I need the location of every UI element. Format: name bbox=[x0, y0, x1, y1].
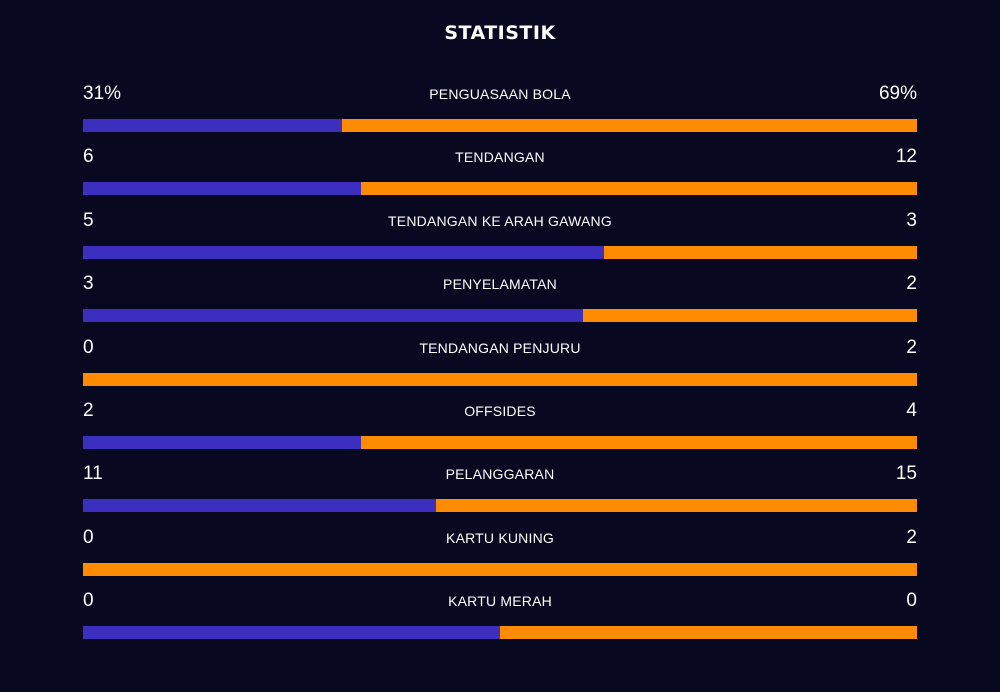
stat-header: 11 PELANGGARAN 15 bbox=[83, 460, 917, 488]
comparison-bar bbox=[83, 182, 917, 196]
stats-title: STATISTIK bbox=[444, 22, 556, 44]
comparison-bar bbox=[83, 499, 917, 513]
stat-header: 2 OFFSIDES 4 bbox=[83, 397, 917, 425]
stat-row-possession: 31% PENGUASAAN BOLA 69% bbox=[83, 80, 917, 143]
comparison-bar bbox=[83, 562, 917, 576]
home-bar bbox=[83, 182, 361, 196]
away-bar bbox=[83, 563, 917, 576]
stat-header: 6 TENDANGAN 12 bbox=[83, 143, 917, 171]
away-value: 0 bbox=[906, 590, 917, 612]
away-bar bbox=[361, 182, 917, 195]
away-value: 2 bbox=[906, 526, 917, 548]
stat-row-offsides: 2 OFFSIDES 4 bbox=[83, 397, 917, 460]
stat-header: 0 KARTU MERAH 0 bbox=[83, 587, 917, 615]
away-value: 3 bbox=[906, 209, 917, 231]
stat-row-red-cards: 0 KARTU MERAH 0 bbox=[83, 587, 917, 650]
stat-label: PELANGGARAN bbox=[445, 466, 555, 483]
home-value: 0 bbox=[83, 526, 94, 548]
home-bar bbox=[83, 309, 584, 323]
away-bar bbox=[500, 626, 917, 639]
stat-row-corners: 0 TENDANGAN PENJURU 2 bbox=[83, 334, 917, 397]
comparison-bar bbox=[83, 119, 917, 132]
away-value: 12 bbox=[895, 146, 917, 168]
home-value: 31% bbox=[83, 83, 122, 104]
comparison-bar bbox=[83, 626, 917, 640]
home-bar bbox=[83, 245, 605, 259]
stat-label: TENDANGAN KE ARAH GAWANG bbox=[388, 212, 612, 229]
stat-label: TENDANGAN bbox=[455, 149, 545, 166]
stat-label: OFFSIDES bbox=[464, 402, 536, 419]
away-bar bbox=[83, 373, 917, 386]
stat-label: KARTU KUNING bbox=[446, 529, 554, 546]
home-bar bbox=[83, 119, 342, 132]
comparison-bar bbox=[83, 245, 917, 259]
stat-header: 0 KARTU KUNING 2 bbox=[83, 524, 917, 552]
away-bar bbox=[436, 499, 917, 512]
comparison-bar bbox=[83, 309, 917, 323]
away-bar bbox=[583, 309, 917, 322]
stat-header: 5 TENDANGAN KE ARAH GAWANG 3 bbox=[83, 207, 917, 235]
home-value: 3 bbox=[83, 273, 94, 295]
home-bar bbox=[83, 499, 436, 513]
stat-label: TENDANGAN PENJURU bbox=[419, 339, 581, 356]
home-value: 0 bbox=[83, 336, 94, 358]
away-value: 2 bbox=[906, 336, 917, 358]
home-bar bbox=[83, 435, 361, 449]
stats-list: 31% PENGUASAAN BOLA 69% 6 TENDANGAN 12 5… bbox=[83, 80, 917, 651]
stat-label: PENGUASAAN BOLA bbox=[429, 86, 571, 102]
home-value: 2 bbox=[83, 399, 94, 421]
stat-row-yellow-cards: 0 KARTU KUNING 2 bbox=[83, 524, 917, 587]
home-value: 11 bbox=[83, 463, 103, 485]
home-value: 0 bbox=[83, 590, 94, 612]
away-value: 69% bbox=[878, 83, 917, 104]
home-value: 5 bbox=[83, 209, 94, 231]
stat-row-shots: 6 TENDANGAN 12 bbox=[83, 143, 917, 206]
comparison-bar bbox=[83, 372, 917, 386]
stat-label: PENYELAMATAN bbox=[443, 276, 557, 293]
away-value: 15 bbox=[895, 463, 917, 485]
comparison-bar bbox=[83, 435, 917, 449]
stat-header: 0 TENDANGAN PENJURU 2 bbox=[83, 334, 917, 362]
stat-row-shots-on-target: 5 TENDANGAN KE ARAH GAWANG 3 bbox=[83, 207, 917, 270]
home-bar bbox=[83, 626, 500, 640]
stat-header: 31% PENGUASAAN BOLA 69% bbox=[83, 80, 917, 108]
away-value: 4 bbox=[906, 399, 917, 421]
away-bar bbox=[361, 436, 917, 449]
stat-label: KARTU MERAH bbox=[448, 593, 552, 610]
away-bar bbox=[604, 246, 917, 259]
stat-row-saves: 3 PENYELAMATAN 2 bbox=[83, 270, 917, 333]
stat-row-fouls: 11 PELANGGARAN 15 bbox=[83, 460, 917, 523]
away-bar bbox=[342, 119, 917, 132]
away-value: 2 bbox=[906, 273, 917, 295]
home-value: 6 bbox=[83, 146, 94, 168]
stat-header: 3 PENYELAMATAN 2 bbox=[83, 270, 917, 298]
